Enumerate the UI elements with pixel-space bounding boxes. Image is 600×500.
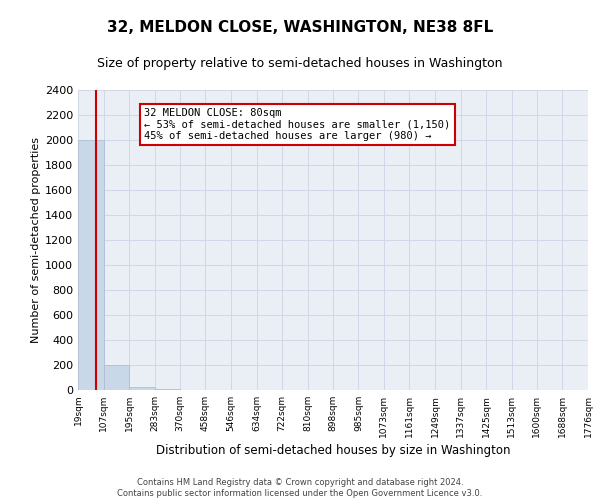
Bar	[129, 387, 155, 390]
Bar	[104, 365, 129, 390]
Text: Size of property relative to semi-detached houses in Washington: Size of property relative to semi-detach…	[97, 58, 503, 70]
Y-axis label: Number of semi-detached properties: Number of semi-detached properties	[31, 137, 41, 343]
Text: Contains HM Land Registry data © Crown copyright and database right 2024.
Contai: Contains HM Land Registry data © Crown c…	[118, 478, 482, 498]
Text: 32, MELDON CLOSE, WASHINGTON, NE38 8FL: 32, MELDON CLOSE, WASHINGTON, NE38 8FL	[107, 20, 493, 35]
X-axis label: Distribution of semi-detached houses by size in Washington: Distribution of semi-detached houses by …	[156, 444, 510, 457]
Text: 32 MELDON CLOSE: 80sqm
← 53% of semi-detached houses are smaller (1,150)
45% of : 32 MELDON CLOSE: 80sqm ← 53% of semi-det…	[145, 108, 451, 141]
Bar	[78, 140, 104, 390]
